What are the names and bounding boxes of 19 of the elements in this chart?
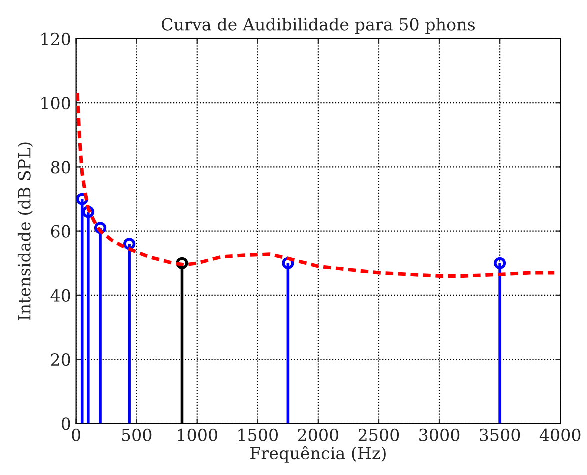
- x-tick-label: 1500: [238, 428, 278, 442]
- y-tick-label: 60: [51, 225, 70, 238]
- y-tick-label: 20: [51, 354, 70, 366]
- x-tick-label: 2000: [298, 428, 339, 442]
- y-tick-label: 0: [62, 418, 70, 430]
- x-axis-title: Frequência (Hz): [250, 446, 386, 463]
- x-tick-label: 500: [122, 428, 152, 442]
- x-tick-label: 0: [72, 428, 81, 442]
- x-tick-label: 2500: [358, 428, 400, 442]
- y-tick-label: 120: [42, 32, 70, 46]
- y-tick-label: 40: [50, 289, 70, 302]
- y-tick-label: 100: [42, 97, 70, 110]
- x-tick-label: 3000: [420, 428, 460, 442]
- x-tick-label: 3500: [480, 428, 520, 442]
- chart-title: Curva de Audibilidade para 50 phons: [162, 18, 476, 34]
- x-tick-label: 1000: [178, 428, 218, 442]
- y-tick-label: 80: [51, 161, 70, 174]
- y-axis-title: Intensidade (dB SPL): [18, 142, 34, 320]
- x-tick-label: 4000: [540, 428, 581, 442]
